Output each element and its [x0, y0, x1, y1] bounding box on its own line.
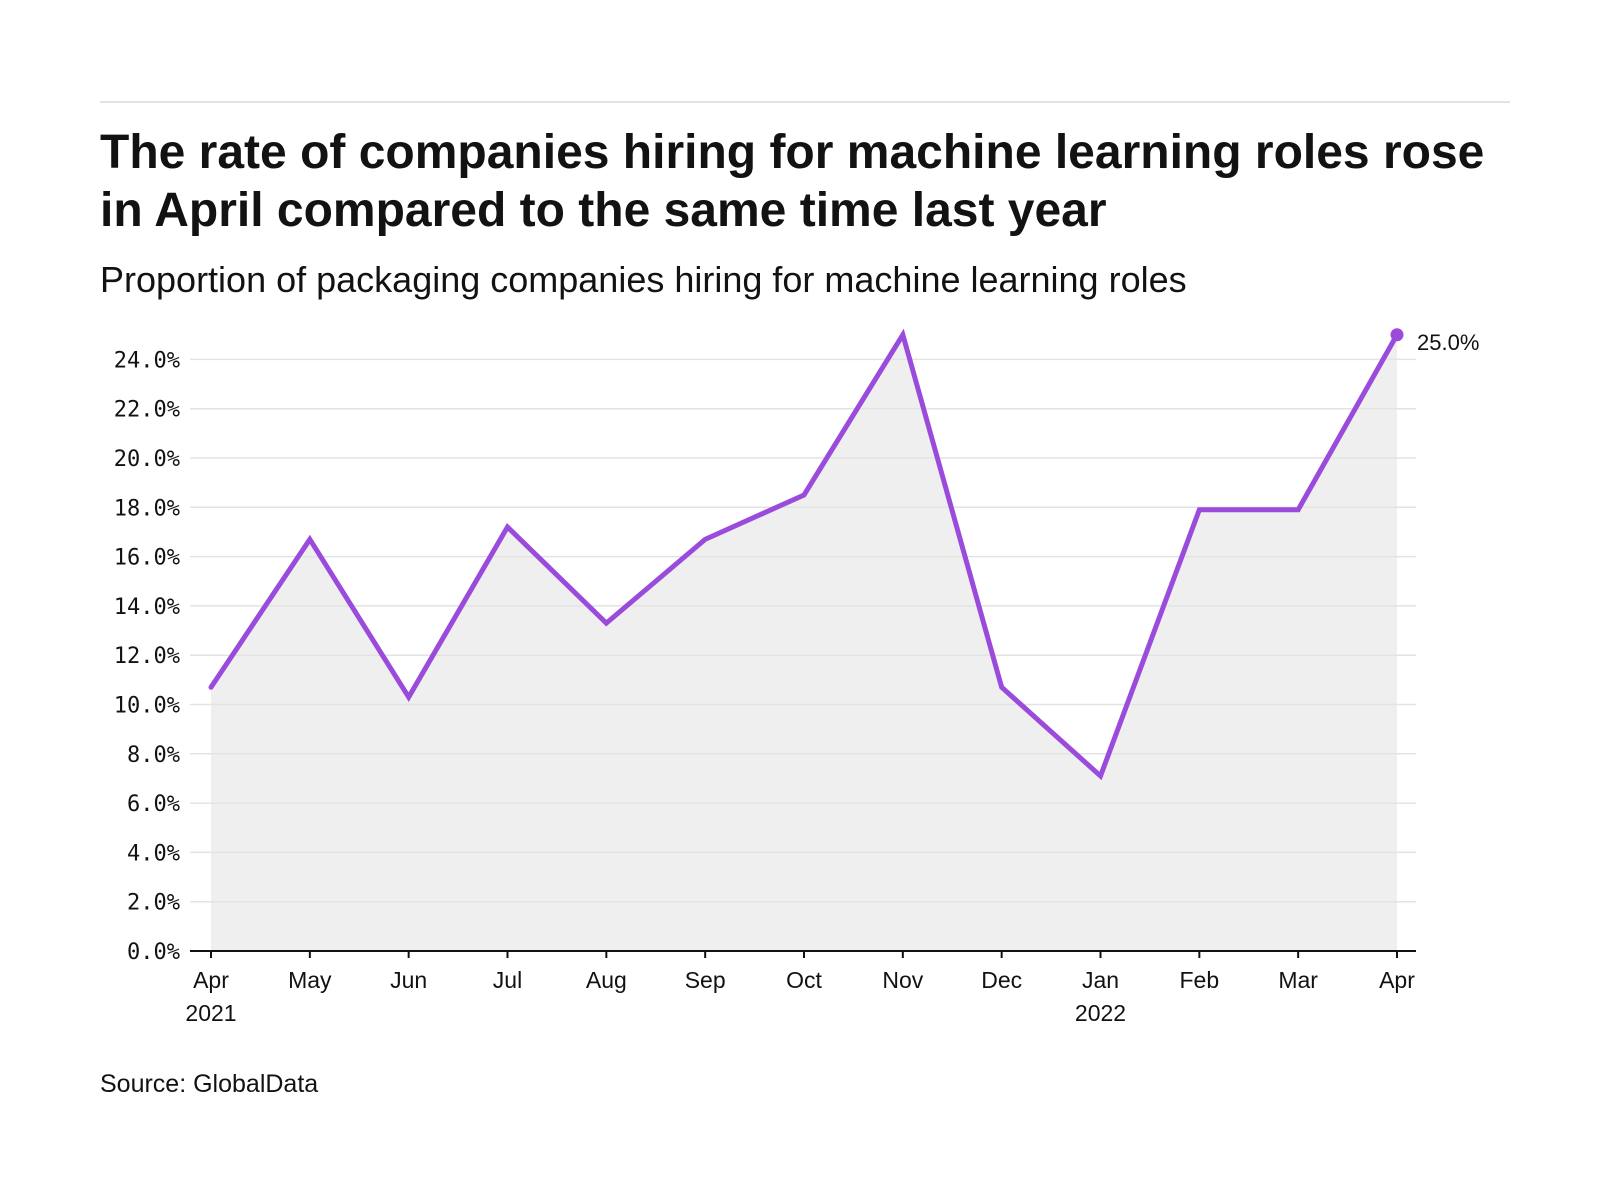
x-tick-label: Apr: [1379, 967, 1415, 993]
x-tick-label: Apr: [193, 967, 229, 993]
y-tick-label: 0.0%: [127, 940, 180, 965]
series-line: [208, 328, 1400, 781]
x-tick-label: Oct: [786, 967, 822, 993]
y-tick-label: 12.0%: [114, 644, 180, 669]
x-tick-label: Jun: [390, 967, 427, 993]
y-tick-label: 16.0%: [114, 546, 180, 571]
x-tick-label: Sep: [685, 967, 726, 993]
y-tick-label: 10.0%: [114, 694, 180, 719]
area-fill: [211, 334, 1397, 951]
x-tick-label: 2021: [185, 1000, 236, 1026]
x-tick-label: May: [288, 967, 332, 993]
y-tick-label: 6.0%: [127, 792, 180, 817]
x-tick-label: Aug: [586, 967, 627, 993]
x-tick-label: Jul: [493, 967, 522, 993]
chart-title: The rate of companies hiring for machine…: [100, 126, 1485, 237]
x-tick-label: Feb: [1180, 967, 1220, 993]
x-tick-label: Dec: [981, 967, 1022, 993]
source-note: Source: GlobalData: [100, 1070, 319, 1098]
chart-subtitle: Proportion of packaging companies hiring…: [100, 259, 1187, 300]
y-tick-label: 2.0%: [127, 891, 180, 916]
y-tick-label: 8.0%: [127, 743, 180, 768]
x-tick-label: 2022: [1075, 1000, 1126, 1026]
x-tick-label: Jan: [1082, 967, 1119, 993]
y-tick-label: 24.0%: [114, 348, 180, 373]
end-point-label: 25.0%: [1417, 330, 1479, 355]
x-tick-label: Mar: [1278, 967, 1318, 993]
y-tick-label: 22.0%: [114, 398, 180, 423]
top-divider: [100, 101, 1510, 103]
y-tick-label: 18.0%: [114, 496, 180, 521]
end-point-marker: [1390, 328, 1404, 342]
x-tick-label: Nov: [882, 967, 923, 993]
y-tick-label: 14.0%: [114, 595, 180, 620]
y-tick-label: 20.0%: [114, 447, 180, 472]
y-tick-label: 4.0%: [127, 841, 180, 866]
